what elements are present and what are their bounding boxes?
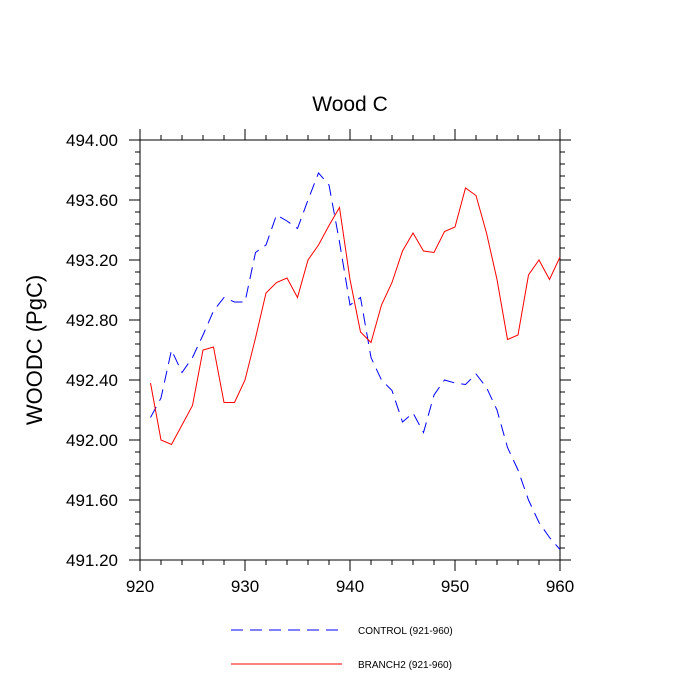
x-tick-label: 940 <box>336 577 364 596</box>
series-lines <box>150 172 561 550</box>
series-line-1 <box>150 172 561 550</box>
legend: CONTROL (921-960) BRANCH2 (921-960) <box>231 626 453 671</box>
y-tick-label: 491.20 <box>66 551 118 570</box>
legend-label: BRANCH2 (921-960) <box>358 660 452 671</box>
y-tick-label: 493.20 <box>66 251 118 270</box>
y-tick-label: 494.00 <box>66 131 118 150</box>
axis-tick-labels: 920 930 940 950 960 491.20 491.60 492.00 492.40 4… <box>66 131 574 596</box>
y-tick-label: 492.40 <box>66 371 118 390</box>
y-tick-label: 493.60 <box>66 191 118 210</box>
y-tick-label: 491.60 <box>66 491 118 510</box>
y-axis-label: WOODC (PgC) <box>22 275 47 425</box>
chart-title: Wood C <box>312 93 387 116</box>
y-tick-label: 492.00 <box>66 431 118 450</box>
x-tick-label: 960 <box>546 577 574 596</box>
x-tick-label: 920 <box>126 577 154 596</box>
y-tick-label: 492.80 <box>66 311 118 330</box>
legend-label: CONTROL (921-960) <box>358 626 453 637</box>
axis-ticks <box>129 129 571 571</box>
x-tick-label: 950 <box>441 577 469 596</box>
series-line-2 <box>150 187 561 446</box>
x-tick-label: 930 <box>231 577 259 596</box>
